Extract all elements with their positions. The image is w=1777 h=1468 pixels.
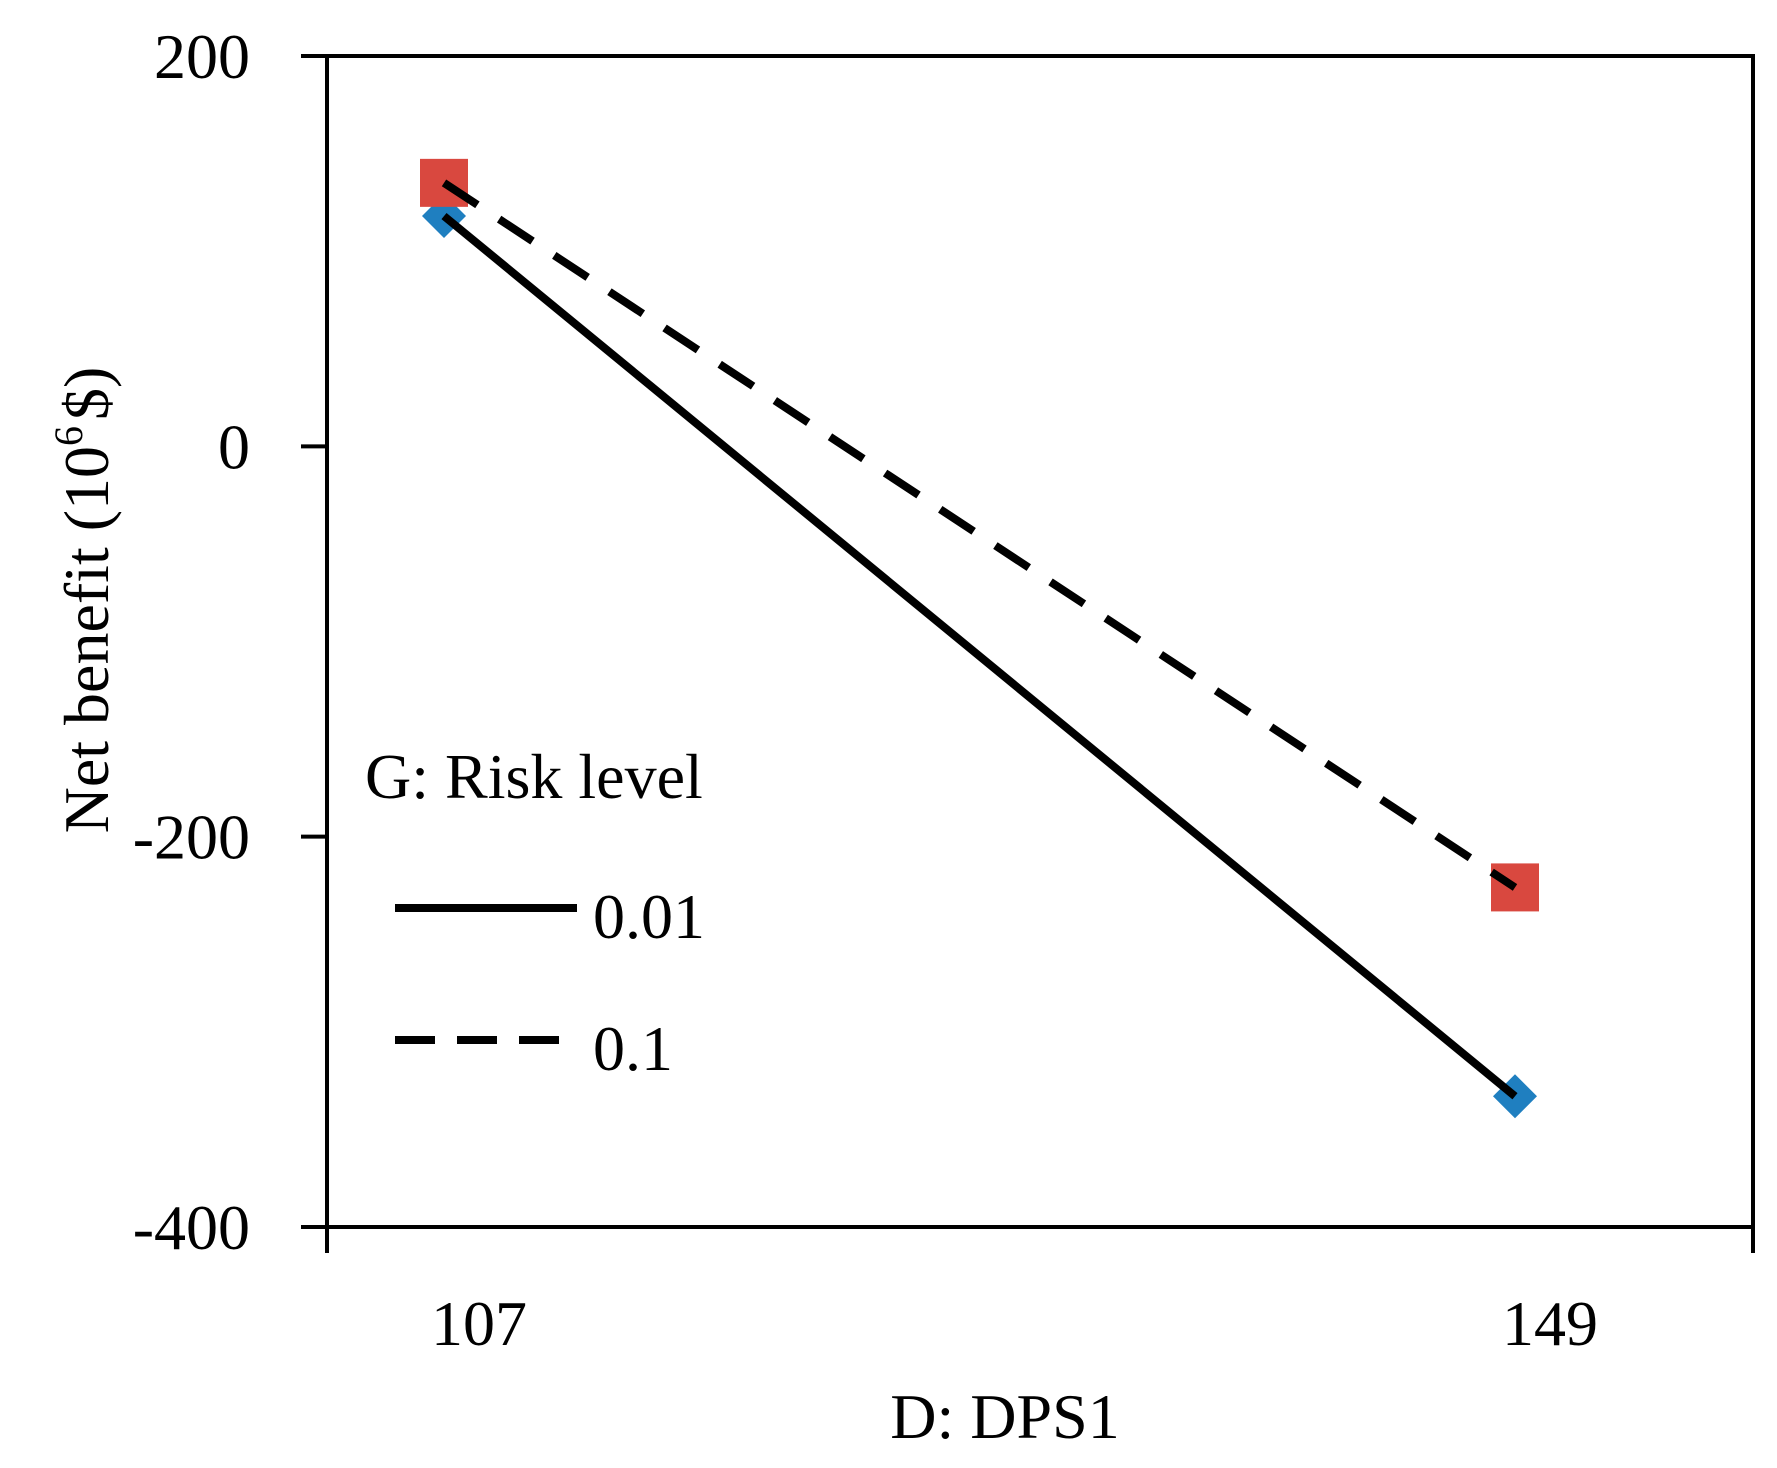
legend-label-0.01: 0.01 (593, 881, 705, 952)
series-lines (441, 179, 1518, 1100)
y-axis: -400 -200 0 200 (133, 21, 327, 1263)
x-tick-label: 149 (1502, 1288, 1598, 1359)
x-axis: 107 149 (325, 1227, 1755, 1359)
y-tick-label: 0 (218, 411, 250, 482)
legend-title: G: Risk level (365, 741, 703, 812)
y-axis-label-main: Net benefit (10 (51, 446, 122, 833)
legend: G: Risk level 0.01 0.1 (365, 741, 705, 1084)
y-tick-label: -400 (133, 1192, 250, 1263)
series-line-0.01 (441, 212, 1518, 1100)
plot-area-frame (325, 54, 1755, 1229)
x-tick-label: 107 (431, 1288, 527, 1359)
y-axis-label: Net benefit (106 $) (46, 367, 122, 834)
series-line-0.1 (441, 179, 1518, 891)
legend-label-0.1: 0.1 (593, 1013, 673, 1084)
y-tick-label: -200 (133, 802, 250, 873)
y-axis-label-suffix: $) (51, 367, 122, 420)
x-axis-label: D: DPS1 (890, 1381, 1119, 1452)
y-axis-label-superscript: 6 (46, 426, 91, 446)
y-tick-label: 200 (154, 21, 250, 92)
